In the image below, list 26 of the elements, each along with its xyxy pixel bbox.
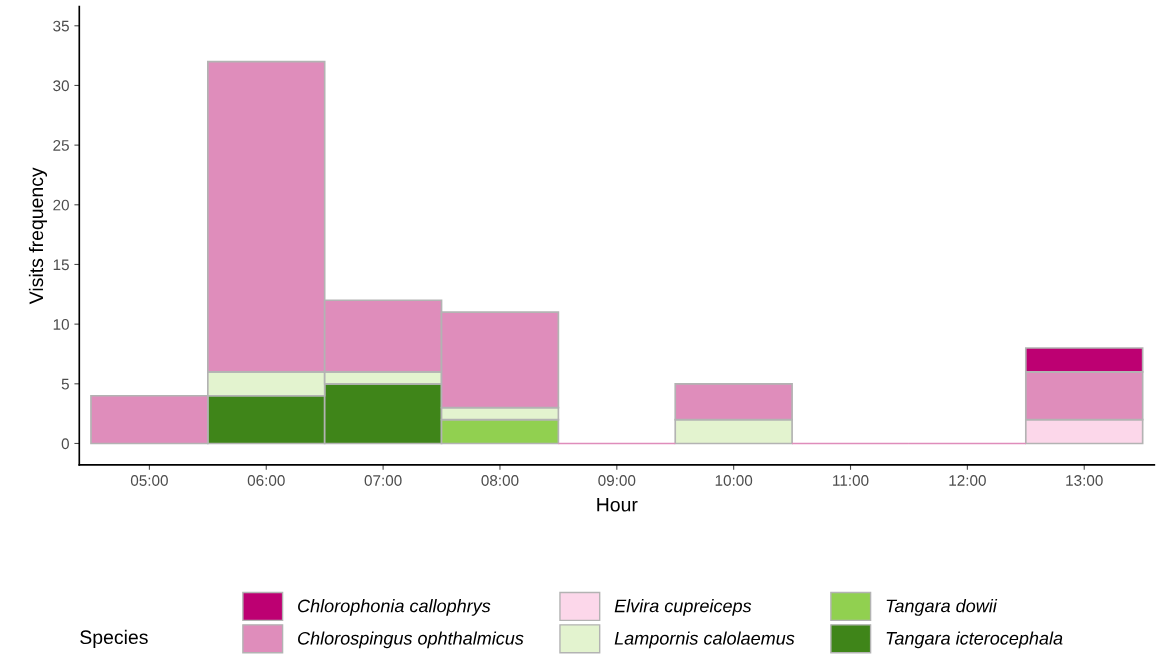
x-axis-title: Hour (597, 497, 638, 512)
legend-title: Species (80, 629, 148, 648)
x-tick-label: 08:00 (481, 475, 519, 486)
x-tick-label: 07:00 (364, 475, 402, 486)
legend-label: Chlorospingus ophthalmicus (298, 631, 524, 649)
y-tick-label: 20 (53, 199, 69, 211)
x-tick-label: 06:00 (247, 475, 285, 486)
x-tick-label: 12:00 (949, 475, 986, 486)
legend-label: Lampornis calolaemus (614, 631, 795, 649)
x-tick-label: 13:00 (1066, 475, 1103, 486)
legend-label: Chlorophonia callophrys (298, 599, 491, 616)
x-tick-label: 11:00 (833, 475, 869, 486)
y-tick-label: 10 (53, 319, 69, 330)
y-tick-label: 25 (53, 139, 69, 151)
y-tick-label: 30 (53, 80, 69, 92)
x-tick-label: 10:00 (715, 475, 753, 486)
x-tick-label: 05:00 (130, 475, 168, 486)
legend-label: Elvira cupreiceps (614, 599, 752, 616)
legend-label: Tangara dowii (886, 599, 998, 616)
y-tick-label: 0 (61, 438, 69, 450)
legend-label: Tangara icterocephala (886, 631, 1063, 649)
y-axis-title: Visits frequency (28, 167, 48, 305)
y-tick-label: 15 (53, 259, 69, 271)
x-tick-label: 09:00 (598, 475, 636, 486)
y-tick-label: 5 (61, 378, 69, 390)
y-tick-label: 35 (53, 20, 69, 32)
